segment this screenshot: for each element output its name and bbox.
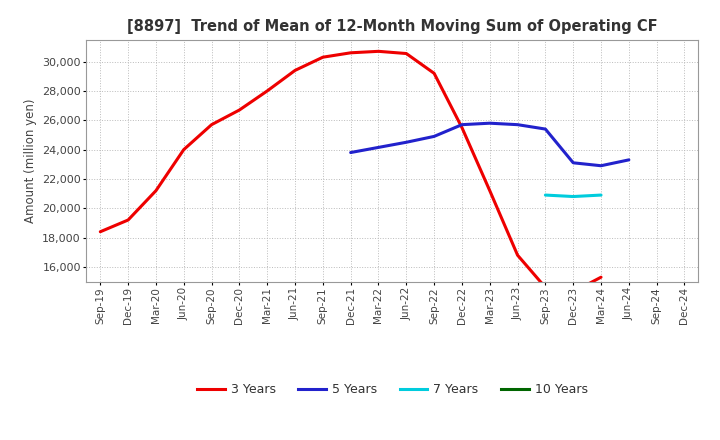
Title: [8897]  Trend of Mean of 12-Month Moving Sum of Operating CF: [8897] Trend of Mean of 12-Month Moving … bbox=[127, 19, 657, 34]
Legend: 3 Years, 5 Years, 7 Years, 10 Years: 3 Years, 5 Years, 7 Years, 10 Years bbox=[192, 378, 593, 401]
Y-axis label: Amount (million yen): Amount (million yen) bbox=[24, 99, 37, 223]
